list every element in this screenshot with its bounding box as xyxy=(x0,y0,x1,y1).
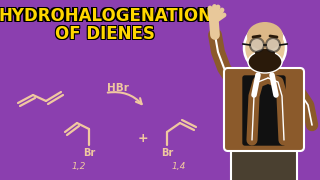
Circle shape xyxy=(266,38,280,52)
Ellipse shape xyxy=(255,49,275,57)
Circle shape xyxy=(250,38,264,52)
Text: HYDROHALOGENATION: HYDROHALOGENATION xyxy=(0,6,211,24)
Text: HYDROHALOGENATION: HYDROHALOGENATION xyxy=(0,6,213,24)
Text: HYDROHALOGENATION: HYDROHALOGENATION xyxy=(0,7,212,25)
FancyBboxPatch shape xyxy=(231,118,297,180)
Text: HYDROHALOGENATION: HYDROHALOGENATION xyxy=(0,8,212,26)
Ellipse shape xyxy=(247,22,283,50)
Text: OF DIENES: OF DIENES xyxy=(54,24,154,42)
Ellipse shape xyxy=(244,25,286,71)
FancyBboxPatch shape xyxy=(243,76,285,145)
Text: Br: Br xyxy=(83,148,95,158)
Text: OF DIENES: OF DIENES xyxy=(54,26,154,44)
Text: HYDROHALOGENATION: HYDROHALOGENATION xyxy=(0,8,211,26)
Ellipse shape xyxy=(248,51,282,73)
FancyBboxPatch shape xyxy=(224,68,304,151)
Text: OF DIENES: OF DIENES xyxy=(55,24,155,42)
Text: HBr: HBr xyxy=(107,83,129,93)
Text: HYDROHALOGENATION: HYDROHALOGENATION xyxy=(0,7,211,25)
Text: HYDROHALOGENATION: HYDROHALOGENATION xyxy=(0,7,213,25)
Text: OF DIENES: OF DIENES xyxy=(54,25,154,43)
Text: OF DIENES: OF DIENES xyxy=(56,24,156,42)
Text: OF DIENES: OF DIENES xyxy=(55,26,155,44)
Text: +: + xyxy=(138,132,148,145)
Text: OF DIENES: OF DIENES xyxy=(55,25,155,43)
Text: HYDROHALOGENATION: HYDROHALOGENATION xyxy=(0,6,212,24)
Text: HYDROHALOGENATION: HYDROHALOGENATION xyxy=(0,8,213,26)
Text: OF DIENES: OF DIENES xyxy=(56,26,156,44)
Text: Br: Br xyxy=(161,148,173,158)
Text: 1,2: 1,2 xyxy=(72,163,86,172)
Text: OF DIENES: OF DIENES xyxy=(56,25,156,43)
Text: 1,4: 1,4 xyxy=(172,163,186,172)
